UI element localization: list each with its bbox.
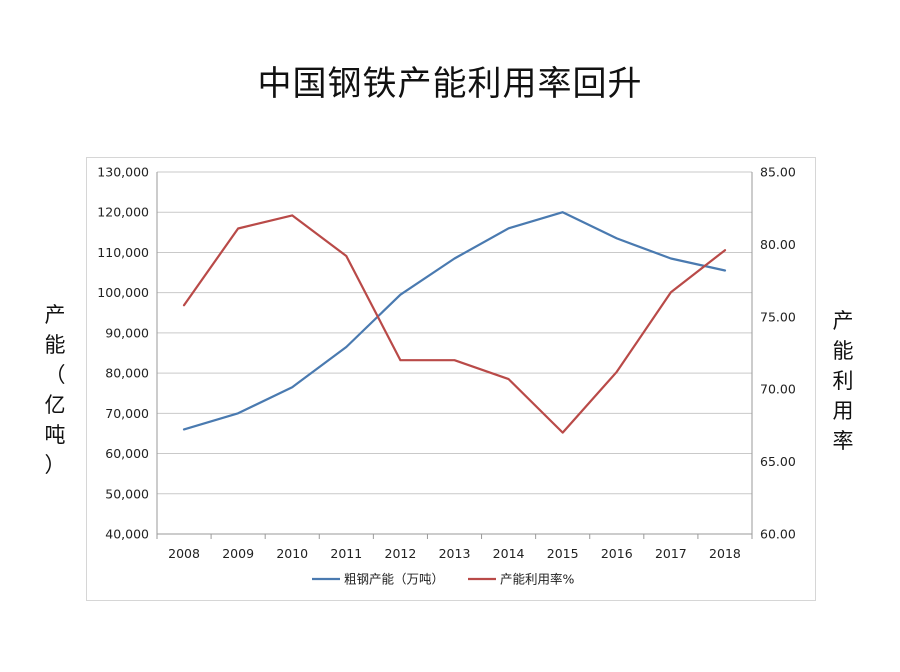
- right-axis-title: 产能利用率: [826, 306, 860, 456]
- x-tick-label: 2017: [655, 546, 687, 561]
- left-axis-title-char: 能: [44, 333, 66, 357]
- left-axis-title-char: ）: [44, 453, 66, 477]
- right-y-tick-label: 65.00: [760, 454, 796, 469]
- right-y-tick-label: 85.00: [760, 165, 796, 180]
- legend-label: 产能利用率%: [500, 572, 575, 587]
- left-axis-title-char: （: [44, 363, 66, 387]
- left-y-tick-label: 90,000: [105, 325, 149, 340]
- chart-container: [86, 157, 816, 601]
- right-axis-title-char: 用: [832, 399, 854, 423]
- page-title: 中国钢铁产能利用率回升: [257, 64, 643, 104]
- x-tick-label: 2013: [439, 546, 471, 561]
- left-y-tick-label: 60,000: [105, 446, 149, 461]
- left-y-tick-label: 50,000: [105, 486, 149, 501]
- left-y-tick-label: 40,000: [105, 527, 149, 542]
- x-tick-label: 2009: [222, 546, 254, 561]
- x-tick-label: 2008: [168, 546, 200, 561]
- left-y-tick-label: 80,000: [105, 366, 149, 381]
- left-axis-title-char: 产: [44, 303, 66, 327]
- right-axis-title-char: 产: [832, 309, 854, 333]
- right-y-tick-label: 80.00: [760, 237, 796, 252]
- left-y-tick-label: 100,000: [97, 285, 149, 300]
- x-tick-label: 2015: [547, 546, 579, 561]
- left-y-tick-label: 110,000: [97, 245, 149, 260]
- right-axis-title-char: 能: [832, 339, 854, 363]
- x-tick-label: 2014: [493, 546, 525, 561]
- left-y-tick-label: 70,000: [105, 406, 149, 421]
- right-axis-title-char: 利: [832, 369, 854, 393]
- series-line-utilization: [182, 214, 727, 434]
- right-y-tick-label: 70.00: [760, 382, 796, 397]
- x-tick-label: 2010: [276, 546, 308, 561]
- left-axis-title-char: 亿: [44, 393, 66, 417]
- right-axis-title-char: 率: [832, 429, 854, 453]
- right-y-tick-label: 60.00: [760, 527, 796, 542]
- left-axis-title-char: 吨: [44, 423, 66, 447]
- x-tick-label: 2016: [601, 546, 633, 561]
- right-y-tick-label: 75.00: [760, 309, 796, 324]
- left-axis-title: 产能 （ 亿吨 ）: [38, 300, 72, 480]
- left-y-tick-label: 120,000: [97, 205, 149, 220]
- x-tick-label: 2018: [709, 546, 741, 561]
- x-tick-label: 2011: [330, 546, 362, 561]
- legend-label: 粗钢产能（万吨）: [344, 572, 444, 587]
- x-tick-label: 2012: [385, 546, 417, 561]
- series-line-capacity: [182, 211, 727, 431]
- left-y-tick-label: 130,000: [97, 165, 149, 180]
